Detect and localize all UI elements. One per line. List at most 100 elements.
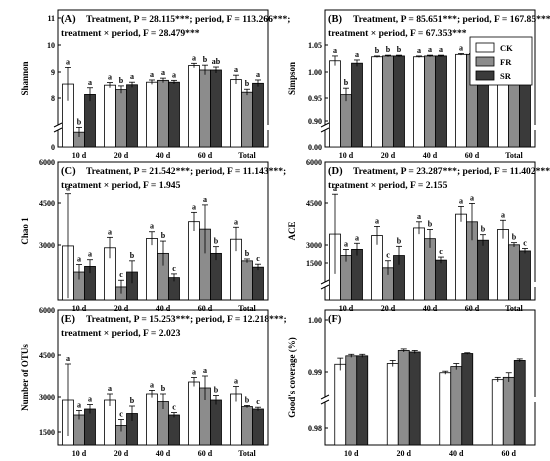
bar-ck: [104, 84, 116, 148]
x-tick-label: 40 d: [156, 151, 171, 160]
significance-letter: b: [344, 78, 349, 87]
bar-sr: [84, 94, 96, 148]
plot-frame: [324, 309, 536, 446]
stat-line-1: Treatment, P = 23.287***; period, F = 11…: [353, 166, 550, 177]
bar-sr: [435, 55, 447, 148]
significance-letter: b: [397, 236, 402, 245]
significance-letter: b: [161, 231, 166, 240]
stat-line-2: treatment × period, F = 2.155: [328, 180, 448, 191]
panel-a: 0 8 9 10 11 Shannon (A) Treatment, P = 28.115**…: [20, 9, 290, 160]
bar-sr: [513, 360, 526, 446]
y-tick-label: 0.98: [308, 424, 322, 433]
significance-letter: a: [192, 202, 196, 211]
axis-break-mark: [53, 127, 63, 133]
legend-swatch-fr: [475, 56, 495, 67]
y-tick-label: 3000: [306, 241, 322, 250]
bar-ck: [230, 79, 242, 148]
significance-letter: a: [108, 227, 112, 236]
bar-fr: [199, 69, 211, 148]
significance-letter: c: [172, 264, 176, 273]
y-tick-label: 1.00: [308, 316, 322, 325]
stat-line-2: treatment × period, F = 67.353***: [328, 28, 467, 39]
significance-letter: a: [470, 193, 474, 202]
significance-letter: b: [397, 45, 402, 54]
bar-ck: [413, 56, 425, 148]
y-tick-label: 9: [51, 68, 55, 77]
bar-sr: [356, 355, 369, 446]
bar-sr: [351, 248, 363, 301]
x-tick-label: 20 d: [397, 449, 412, 458]
y-tick-label: 0: [51, 143, 55, 152]
significance-letter: a: [375, 216, 379, 225]
y-axis-label: Simpson: [287, 62, 297, 95]
significance-letter: a: [66, 184, 70, 193]
legend-swatch-ck: [475, 42, 495, 53]
significance-letter: c: [256, 397, 260, 406]
significance-letter: a: [459, 44, 463, 53]
significance-letter: a: [77, 401, 81, 410]
panel-label: (D): [328, 166, 343, 177]
y-tick-label: 0.95: [308, 94, 322, 103]
significance-letter: a: [417, 46, 421, 55]
bar-ck: [386, 363, 399, 446]
significance-letter: a: [333, 46, 337, 55]
panel-label: (C): [61, 166, 76, 177]
significance-letter: a: [192, 53, 196, 62]
bar-sr: [461, 353, 474, 446]
significance-letter: c: [119, 270, 123, 279]
panel-label: (A): [61, 14, 76, 25]
x-tick-label: 60 d: [198, 151, 213, 160]
significance-letter: a: [459, 196, 463, 205]
axis-break-mark: [53, 122, 63, 128]
significance-letter: a: [150, 70, 154, 79]
significance-letter: a: [150, 222, 154, 231]
significance-letter: a: [88, 395, 92, 404]
stat-line-2: treatment × period, F = 1.945: [61, 180, 181, 191]
significance-letter: a: [66, 57, 70, 66]
panel-e: 1500 3000 4500 6000 Number of OTUs (E) Treatme…: [20, 306, 287, 458]
bar-ck: [371, 56, 383, 148]
legend-label: FR: [500, 57, 512, 67]
stat-line-1: Treatment, P = 15.253***; period, F = 12…: [86, 314, 287, 325]
bar-fr: [382, 55, 394, 148]
y-axis-label: Shannon: [20, 61, 30, 95]
significance-letter: a: [333, 184, 337, 193]
significance-letter: a: [203, 366, 207, 375]
stat-line-1: Treatment, P = 28.115***; period, F = 11…: [86, 14, 290, 25]
x-tick-label: 40 d: [156, 449, 171, 458]
bar-fr: [241, 406, 253, 446]
bar-sr: [435, 259, 447, 301]
significance-letter: b: [161, 384, 166, 393]
bar-fr: [450, 366, 463, 446]
significance-letter: a: [355, 233, 359, 242]
legend-label: CK: [500, 43, 513, 53]
stat-line-1: Treatment, P = 21.542***; period, F = 11…: [86, 166, 286, 177]
y-tick-label: 6000: [306, 158, 322, 167]
axis-break-mark: [320, 122, 330, 128]
x-tick-label: 20 d: [381, 151, 396, 160]
significance-letter: c: [256, 254, 260, 263]
x-tick-label: 60 d: [465, 304, 480, 313]
x-tick-label: 40 d: [423, 151, 438, 160]
bar-sr: [477, 239, 489, 301]
x-tick-label: 10 d: [339, 304, 354, 313]
bar-ck: [329, 60, 341, 148]
bar-sr: [252, 408, 264, 446]
axis-break-mark: [320, 394, 330, 400]
significance-letter: b: [428, 219, 433, 228]
y-axis-label: Number of OTUs: [20, 344, 30, 411]
significance-letter: b: [245, 79, 250, 88]
bar-ck: [104, 399, 116, 446]
bar-sr: [351, 62, 363, 148]
significance-letter: a: [501, 210, 505, 219]
bar-ck: [230, 393, 242, 446]
bar-ck: [146, 81, 158, 148]
significance-letter: c: [386, 251, 390, 260]
significance-letter: b: [214, 237, 219, 246]
significance-letter: b: [130, 396, 135, 405]
y-tick-label: 3000: [39, 393, 55, 402]
x-tick-label: 60 d: [198, 449, 213, 458]
stat-line-2: treatment × period, F = 28.479***: [61, 28, 200, 39]
x-tick-label: 20 d: [114, 304, 129, 313]
